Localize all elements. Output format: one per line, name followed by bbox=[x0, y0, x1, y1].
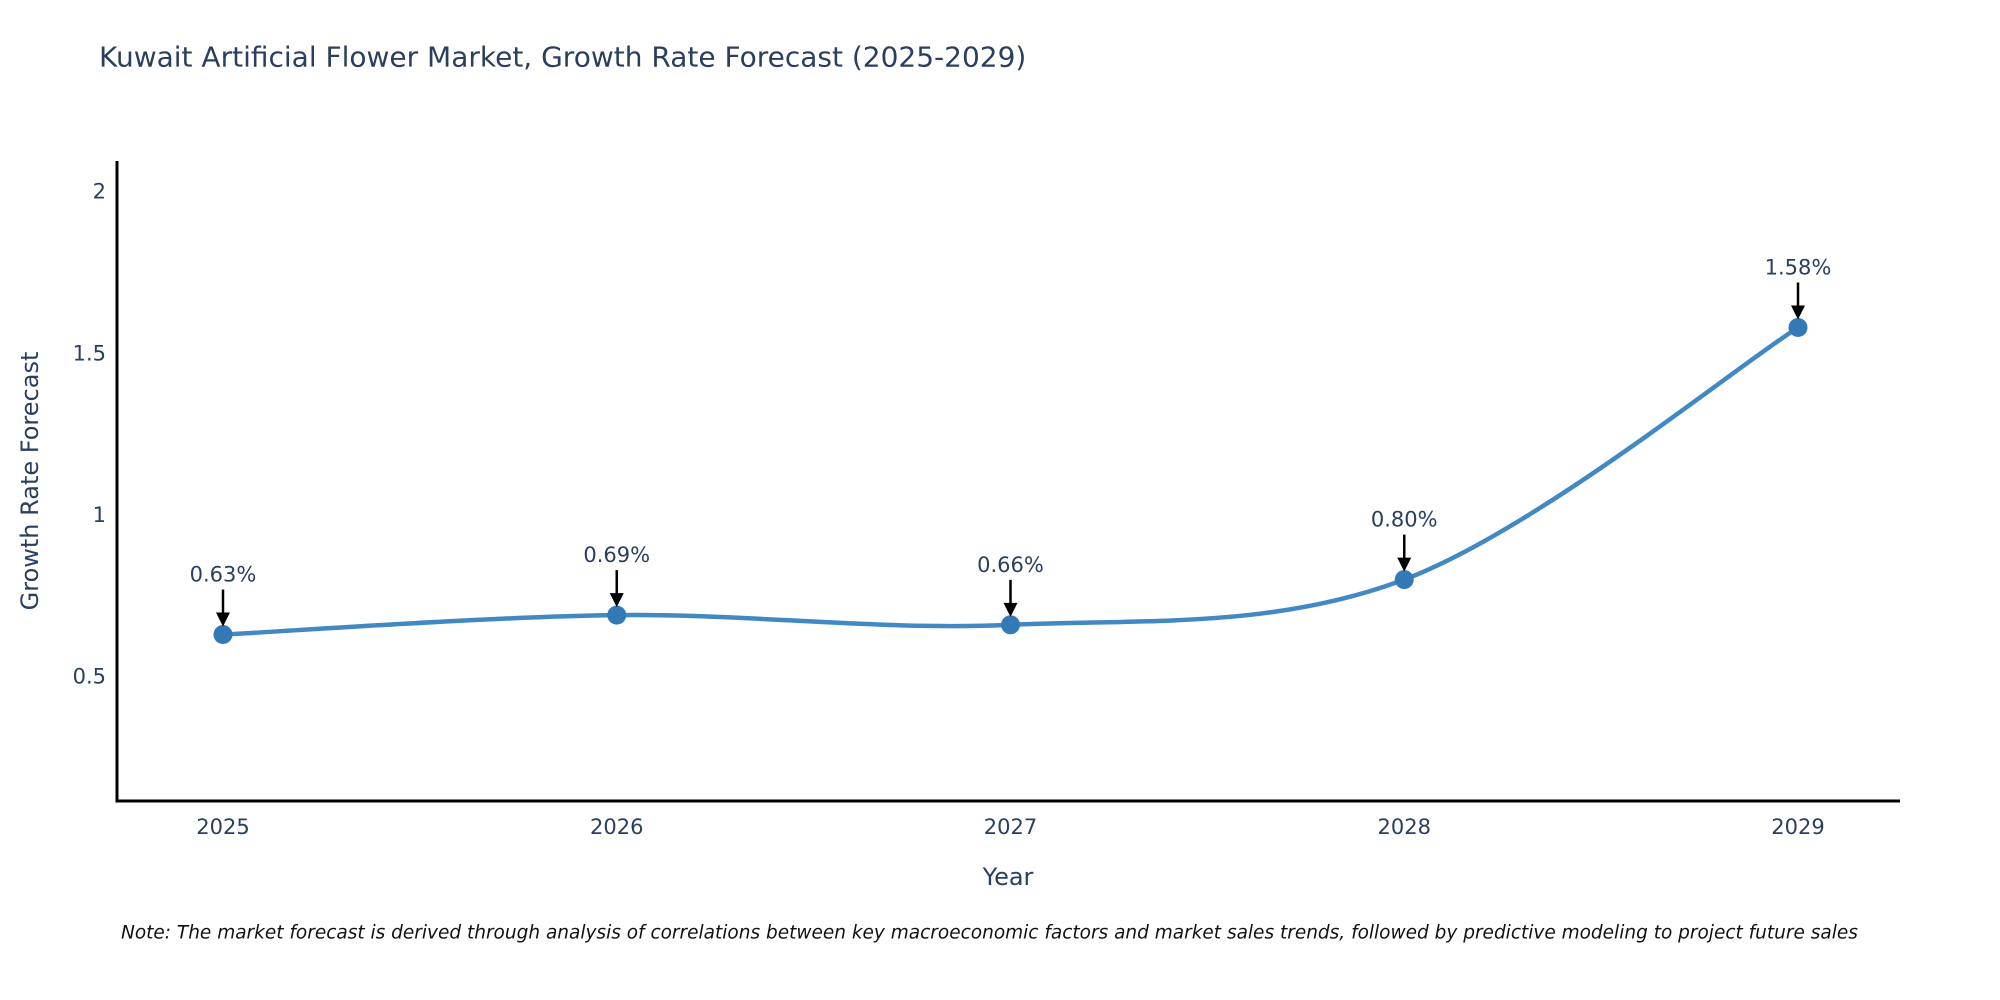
annotation-arrow-head bbox=[1791, 305, 1805, 320]
x-axis-title: Year bbox=[982, 863, 1034, 891]
x-tick-label: 2028 bbox=[1378, 815, 1431, 839]
annotation-arrow-head bbox=[1397, 557, 1412, 572]
data-point-marker bbox=[607, 605, 627, 625]
annotation-arrow-head bbox=[216, 612, 230, 627]
y-tick-label: 0.5 bbox=[73, 665, 106, 689]
data-point-marker bbox=[213, 625, 233, 645]
y-tick-label: 1 bbox=[93, 503, 106, 527]
data-point-marker bbox=[1788, 317, 1808, 337]
x-tick-label: 2029 bbox=[1771, 815, 1824, 839]
x-tick-label: 2026 bbox=[590, 815, 643, 839]
y-tick-label: 2 bbox=[93, 180, 106, 204]
data-point-label: 0.69% bbox=[583, 543, 650, 567]
forecast-line bbox=[220, 325, 1801, 637]
chart-title: Kuwait Artificial Flower Market, Growth … bbox=[99, 40, 1027, 74]
data-point-label: 0.66% bbox=[977, 553, 1044, 577]
y-tick-label: 1.5 bbox=[73, 341, 106, 365]
data-point-marker bbox=[1001, 615, 1020, 635]
data-point-label: 0.80% bbox=[1371, 508, 1438, 532]
x-tick-label: 2025 bbox=[196, 815, 249, 839]
data-point-label: 0.63% bbox=[190, 563, 257, 587]
x-tick-label: 2027 bbox=[984, 815, 1037, 839]
annotation-arrow-head bbox=[609, 593, 624, 608]
data-point-label: 1.58% bbox=[1765, 255, 1832, 279]
data-point-marker bbox=[1394, 570, 1414, 590]
annotation-arrow-head bbox=[1003, 602, 1018, 617]
chart-footnote: Note: The market forecast is derived thr… bbox=[121, 922, 1858, 944]
